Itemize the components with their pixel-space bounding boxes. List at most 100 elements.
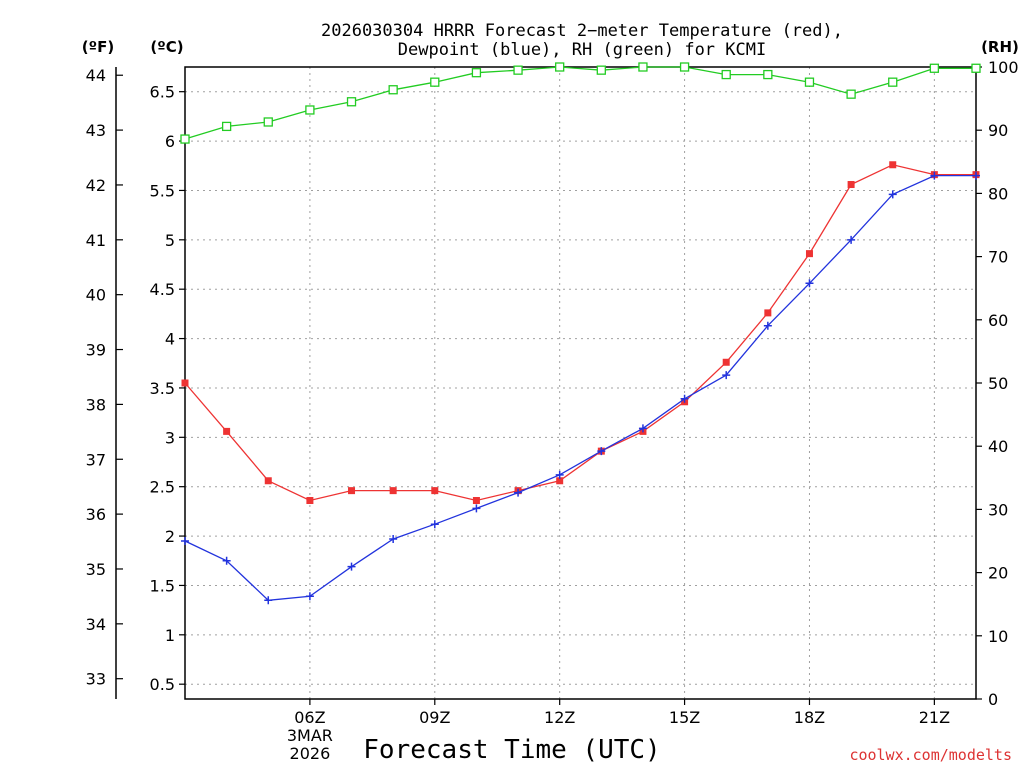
rh-point — [596, 65, 606, 75]
fahrenheit-tick-label: 39 — [86, 341, 106, 360]
celsius-tick-label: 2.5 — [150, 478, 175, 497]
fahrenheit-tick-label: 38 — [86, 395, 106, 414]
rh-point — [929, 63, 940, 73]
temperature-point — [389, 487, 397, 495]
temperature-point — [181, 379, 189, 387]
rh-tick-label: 0 — [988, 690, 998, 709]
dewpoint-line — [184, 174, 976, 601]
temperature-point — [264, 477, 272, 485]
dewpoint-point — [930, 171, 939, 180]
dewpoint-point — [972, 171, 980, 180]
temperature-point — [805, 250, 813, 258]
temperature-point — [431, 487, 439, 495]
fahrenheit-tick-label: 44 — [86, 66, 106, 85]
celsius-tick-label: 1 — [165, 626, 175, 645]
rh-point — [846, 89, 856, 99]
dewpoint-point — [847, 235, 856, 244]
rh-point — [804, 77, 815, 87]
dewpoint-point — [305, 592, 314, 601]
x-tick-label: 18Z — [794, 708, 825, 727]
fahrenheit-tick-label: 37 — [86, 450, 106, 469]
dewpoint-point — [264, 596, 273, 605]
x-axis-label: Forecast Time (UTC) — [363, 735, 660, 765]
temperature-point — [722, 358, 730, 366]
fahrenheit-tick-label: 35 — [86, 560, 106, 579]
rh-point — [263, 117, 273, 127]
celsius-tick-label: 4.5 — [150, 280, 175, 299]
temperature-point — [223, 427, 231, 435]
temperature-point — [847, 181, 855, 189]
rh-point — [888, 77, 898, 87]
x-tick-label: 21Z — [919, 708, 950, 727]
temperature-point — [889, 161, 897, 169]
x-tick-label: 09Z — [419, 708, 450, 727]
celsius-tick-label: 6.5 — [150, 83, 175, 102]
dewpoint-point — [222, 556, 231, 565]
temperature-point — [306, 497, 314, 505]
rh-point — [346, 97, 357, 107]
rh-point — [430, 77, 440, 87]
fahrenheit-tick-label: 40 — [86, 286, 106, 305]
chart-title-line1: 2026030304 HRRR Forecast 2−meter Tempera… — [321, 21, 843, 41]
rh-tick-label: 90 — [988, 121, 1008, 140]
data-series — [180, 62, 981, 605]
dewpoint-point — [638, 424, 647, 433]
dewpoint-point — [805, 279, 814, 288]
dewpoint-point — [430, 520, 439, 529]
dewpoint-point — [888, 190, 897, 199]
rh-point — [679, 62, 690, 72]
rh-tick-label: 10 — [988, 627, 1008, 646]
fahrenheit-tick-label: 42 — [86, 176, 106, 195]
temperature-line — [184, 164, 976, 502]
rh-tick-label: 50 — [988, 374, 1008, 393]
celsius-tick-label: 3 — [165, 428, 175, 447]
rh-tick-label: 100 — [988, 58, 1019, 77]
fahrenheit-tick-label: 34 — [86, 615, 106, 634]
celsius-tick-label: 5.5 — [150, 181, 175, 200]
dewpoint-point — [514, 488, 523, 497]
axes: 0.5 1 1.5 2 2.5 3 3.5 4 4.5 5 5.5 6 6.5 33 34 35 36 37 38 3… — [86, 58, 1019, 763]
dewpoint-point — [181, 537, 189, 545]
fahrenheit-tick-label: 43 — [86, 121, 106, 140]
x-tick-label: 15Z — [669, 708, 700, 727]
celsius-tick-label: 5 — [165, 231, 175, 250]
dewpoint-point — [597, 447, 606, 456]
x-tick-year: 2026 — [290, 744, 331, 763]
rh-point — [471, 68, 482, 78]
celsius-unit-label: (ºC) — [150, 38, 183, 56]
temperature-point — [472, 497, 480, 505]
rh-point — [388, 85, 398, 95]
celsius-tick-label: 4 — [165, 330, 175, 349]
rh-tick-label: 60 — [988, 311, 1008, 330]
rh-tick-label: 30 — [988, 500, 1008, 519]
rh-point — [638, 62, 648, 72]
rh-tick-label: 40 — [988, 437, 1008, 456]
dewpoint-point — [347, 562, 356, 571]
x-tick-date: 3MAR — [287, 726, 333, 745]
celsius-tick-label: 6 — [165, 132, 175, 151]
rh-point — [305, 105, 315, 115]
celsius-tick-label: 3.5 — [150, 379, 175, 398]
fahrenheit-tick-label: 36 — [86, 505, 106, 524]
credit-label: coolwx.com/modelts — [849, 746, 1012, 764]
rh-tick-label: 20 — [988, 564, 1008, 583]
temperature-point — [764, 309, 772, 317]
dewpoint-point — [389, 535, 398, 544]
celsius-tick-label: 0.5 — [150, 675, 175, 694]
dewpoint-point — [472, 504, 481, 513]
x-tick-label: 06Z — [294, 708, 325, 727]
dewpoint-point — [763, 321, 772, 330]
fahrenheit-tick-label: 33 — [86, 670, 106, 689]
celsius-tick-label: 1.5 — [150, 576, 175, 595]
rh-point — [513, 65, 523, 75]
fahrenheit-unit-label: (ºF) — [82, 38, 114, 56]
rh-tick-label: 70 — [988, 248, 1008, 267]
rh-unit-label: (RH) — [981, 38, 1019, 56]
grid-lines — [185, 67, 976, 699]
temperature-point — [348, 487, 356, 495]
x-tick-label: 12Z — [544, 708, 575, 727]
rh-point — [180, 134, 190, 144]
rh-line — [184, 66, 976, 140]
rh-tick-label: 80 — [988, 184, 1008, 203]
